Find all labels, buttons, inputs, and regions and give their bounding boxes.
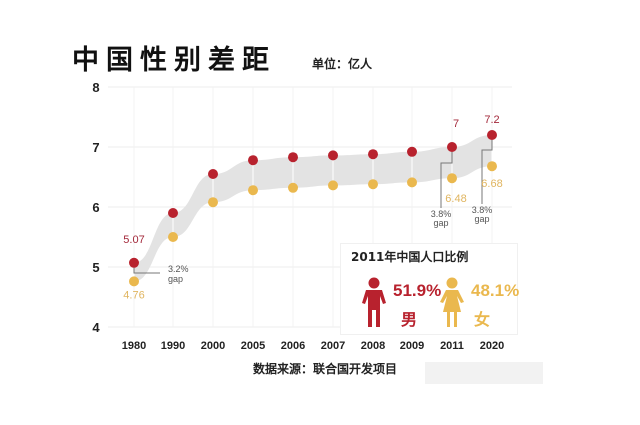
male-point	[447, 142, 457, 152]
data-labels: 5.07 4.76 7 6.48 7.2 6.68	[123, 114, 502, 301]
x-tick-label: 1980	[122, 340, 146, 352]
female-point	[487, 161, 497, 172]
male-point	[168, 208, 178, 218]
x-tick-label: 2009	[400, 340, 424, 352]
y-tick-label: 8	[92, 80, 99, 95]
male-point	[407, 146, 417, 157]
male-point	[487, 130, 497, 140]
male-person-icon	[362, 277, 386, 327]
y-tick-label: 6	[92, 200, 99, 215]
x-tick-label: 2008	[361, 340, 385, 352]
data-source: 数据来源：联合国开发项目	[252, 362, 397, 376]
male-point	[129, 257, 139, 268]
female-point	[288, 182, 298, 193]
data-points	[129, 130, 497, 287]
female-point	[248, 185, 258, 196]
y-tick-label: 5	[92, 260, 99, 275]
x-tick-label: 2005	[241, 340, 265, 352]
y-tick-label: 7	[92, 140, 99, 155]
x-tick-label: 2007	[321, 340, 345, 352]
female-point	[168, 232, 178, 242]
x-tick-label: 2000	[201, 340, 225, 352]
data-label: 7	[453, 118, 459, 130]
x-tick-label: 2020	[480, 340, 504, 352]
male-label: 男	[401, 310, 418, 329]
watermark-area	[425, 362, 543, 384]
x-tick-label: 1990	[161, 340, 185, 352]
female-point	[328, 180, 338, 191]
female-point	[407, 177, 417, 188]
male-point	[368, 149, 378, 160]
female-point	[368, 179, 378, 190]
y-tick-label: 4	[92, 320, 100, 335]
x-axis-ticks: 1980 1990 2000 2005 2006 2007 2008 2009 2011 2020	[122, 340, 504, 352]
data-label: 6.48	[445, 193, 466, 205]
female-point	[447, 173, 457, 184]
svg-text:3.8%: 3.8%	[431, 209, 452, 219]
page-title: 中国性别差距	[72, 45, 276, 76]
female-percent: 48.1%	[471, 281, 520, 300]
female-label: 女	[474, 310, 491, 329]
male-point	[288, 152, 298, 163]
svg-text:gap: gap	[168, 274, 183, 284]
data-label: 6.68	[481, 178, 502, 190]
y-axis-ticks: 8 7 6 5 4	[92, 80, 100, 335]
svg-text:gap: gap	[433, 218, 448, 228]
data-label: 5.07	[123, 234, 144, 246]
gap-band	[134, 135, 492, 282]
svg-text:3.8%: 3.8%	[472, 205, 493, 215]
x-tick-label: 2011	[440, 340, 464, 352]
panel-title: 2011年中国人口比例	[351, 250, 469, 264]
male-point	[328, 150, 338, 161]
population-ratio-panel: 2011年中国人口比例 51.9% 男 48.1% 女	[340, 243, 520, 335]
male-percent: 51.9%	[393, 281, 442, 300]
male-point	[208, 169, 218, 179]
female-person-icon	[440, 277, 464, 327]
male-point	[248, 155, 258, 166]
data-label: 4.76	[123, 289, 144, 301]
data-label: 7.2	[484, 114, 499, 126]
female-point	[208, 197, 218, 208]
svg-text:3.2%: 3.2%	[168, 264, 189, 274]
female-point	[129, 276, 139, 287]
x-tick-label: 2006	[281, 340, 305, 352]
unit-label: 单位：亿人	[312, 57, 373, 71]
svg-text:gap: gap	[474, 214, 489, 224]
